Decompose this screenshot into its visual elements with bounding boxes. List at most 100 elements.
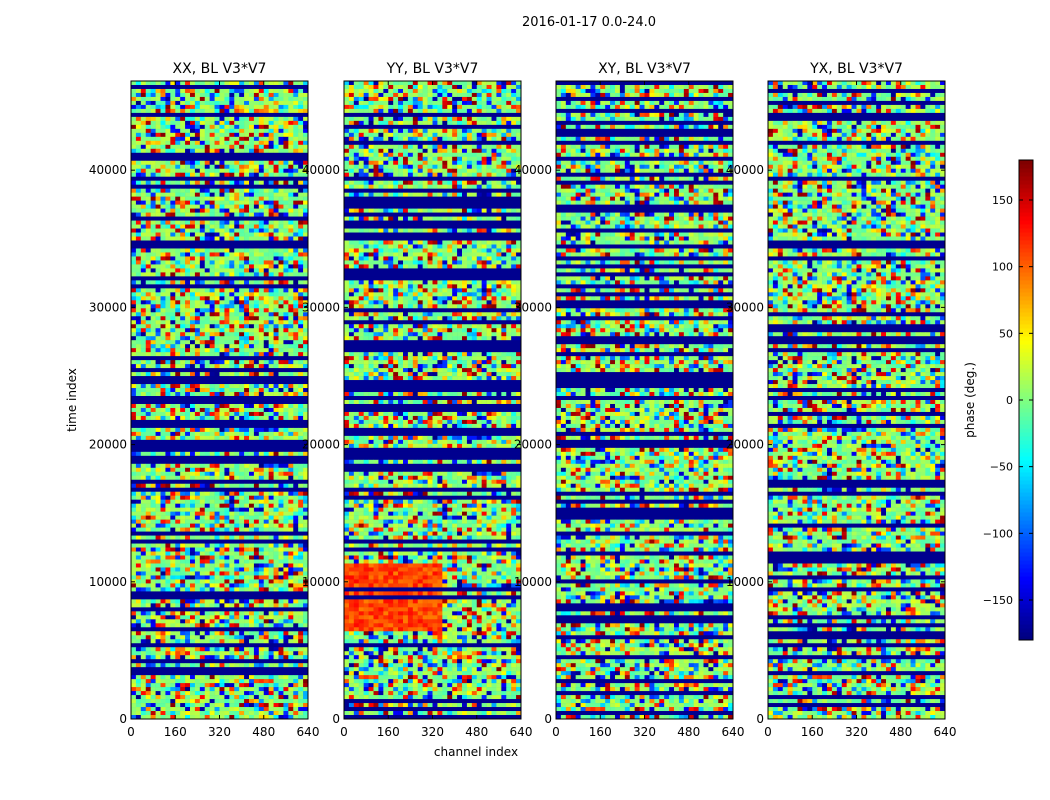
heatmap-cell	[253, 499, 260, 504]
heatmap-cell	[131, 384, 137, 389]
heatmap-cell	[278, 519, 284, 524]
heatmap-cell	[185, 535, 191, 540]
heatmap-cell	[175, 292, 181, 297]
heatmap-cell	[135, 132, 142, 138]
heatmap-cell	[253, 188, 260, 193]
heatmap-cell	[160, 655, 166, 660]
heatmap-cell	[224, 228, 230, 233]
heatmap-cell	[150, 679, 156, 684]
heatmap-cell	[268, 651, 274, 656]
heatmap-cell	[140, 503, 147, 508]
heatmap-cell	[175, 324, 181, 329]
heatmap-cell	[170, 543, 176, 548]
heatmap-cell	[273, 411, 279, 417]
heatmap-cell	[219, 715, 225, 720]
heatmap-cell	[165, 136, 171, 142]
heatmap-cell	[239, 172, 245, 177]
heatmap-cell	[135, 128, 142, 134]
heatmap-cell	[249, 108, 255, 114]
heatmap-cell	[155, 292, 161, 297]
heatmap-cell	[239, 204, 245, 209]
heatmap-cell	[185, 555, 191, 560]
heatmap-cell	[155, 631, 161, 636]
heatmap-cell	[278, 407, 284, 413]
heatmap-cell	[239, 619, 245, 624]
heatmap-cell	[283, 272, 289, 277]
heatmap-cell	[263, 675, 269, 680]
heatmap-cell	[278, 491, 284, 496]
heatmap-cell	[239, 543, 245, 548]
heatmap-cell	[214, 631, 220, 636]
heatmap-flagged-row	[131, 607, 308, 612]
heatmap-cell	[209, 268, 215, 273]
heatmap-cell	[398, 100, 404, 106]
heatmap-cell	[278, 92, 284, 98]
heatmap-cell	[273, 563, 279, 568]
heatmap-cell	[170, 663, 176, 668]
heatmap-cell	[190, 344, 196, 349]
heatmap-cell	[180, 164, 186, 170]
heatmap-cell	[273, 603, 279, 608]
heatmap-cell	[258, 212, 265, 217]
heatmap-cell	[234, 463, 240, 469]
heatmap-cell	[268, 320, 274, 325]
heatmap-cell	[491, 104, 497, 110]
heatmap-cell	[383, 128, 389, 134]
heatmap-cell	[283, 679, 289, 684]
heatmap-cell	[263, 599, 269, 604]
heatmap-cell	[263, 707, 269, 712]
heatmap-cell	[209, 503, 215, 508]
heatmap-cell	[150, 164, 156, 170]
heatmap-cell	[160, 228, 166, 233]
heatmap-cell	[224, 703, 230, 708]
heatmap-cell	[224, 507, 230, 512]
heatmap-cell	[194, 691, 201, 696]
heatmap-cell	[199, 491, 206, 496]
heatmap-cell	[180, 635, 186, 640]
heatmap-cell	[496, 120, 502, 126]
heatmap-cell	[278, 260, 284, 265]
heatmap-cell	[209, 551, 215, 556]
heatmap-cell	[234, 120, 240, 126]
heatmap-cell	[268, 332, 274, 337]
heatmap-cell	[288, 639, 294, 644]
heatmap-cell	[190, 232, 196, 237]
heatmap-cell	[239, 120, 245, 126]
heatmap-cell	[511, 88, 517, 94]
heatmap-cell	[229, 132, 235, 138]
heatmap-cell	[140, 260, 147, 265]
heatmap-cell	[293, 268, 299, 273]
heatmap-cell	[140, 268, 147, 273]
heatmap-cell	[234, 252, 240, 257]
heatmap-cell	[185, 415, 191, 421]
heatmap-cell	[273, 200, 279, 205]
heatmap-cell	[486, 100, 492, 106]
heatmap-cell	[263, 711, 269, 716]
heatmap-cell	[219, 623, 225, 628]
heatmap-cell	[180, 204, 186, 209]
heatmap-cell	[199, 288, 206, 293]
heatmap-cell	[219, 316, 225, 321]
heatmap-cell	[214, 715, 220, 720]
heatmap-cell	[249, 403, 255, 409]
heatmap-cell	[303, 463, 309, 469]
heatmap-cell	[150, 304, 156, 309]
heatmap-cell	[244, 268, 250, 273]
heatmap-cell	[204, 280, 210, 285]
heatmap-cell	[258, 687, 265, 692]
heatmap-cell	[219, 551, 225, 556]
heatmap-cell	[214, 192, 220, 197]
heatmap-cell	[165, 228, 171, 233]
heatmap-cell	[253, 475, 260, 481]
heatmap-cell	[131, 228, 137, 233]
heatmap-cell	[160, 675, 166, 680]
heatmap-cell	[160, 703, 166, 708]
heatmap-cell	[204, 599, 210, 604]
heatmap-cell	[180, 519, 186, 524]
heatmap-cell	[298, 384, 304, 389]
heatmap-cell	[140, 392, 147, 397]
heatmap-cell	[496, 116, 502, 122]
heatmap-cell	[199, 435, 206, 441]
heatmap-cell	[229, 655, 235, 660]
heatmap-cell	[278, 699, 284, 704]
